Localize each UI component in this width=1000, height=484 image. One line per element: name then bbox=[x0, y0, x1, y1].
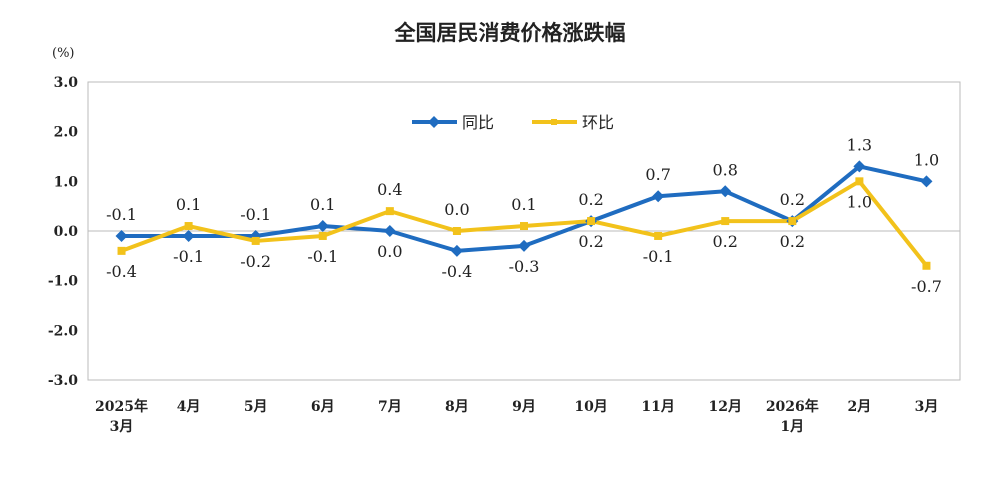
x-tick-label: 2025年 bbox=[95, 398, 148, 415]
data-label: 0.1 bbox=[511, 195, 536, 214]
x-tick-label: 5月 bbox=[244, 399, 268, 415]
data-label: 0.1 bbox=[176, 195, 201, 214]
data-label: 0.1 bbox=[310, 195, 335, 214]
chart-title: 全国居民消费价格涨跌幅 bbox=[394, 20, 626, 45]
legend-square-marker bbox=[551, 119, 557, 125]
x-tick-label: 3月 bbox=[110, 419, 134, 435]
data-label: -0.7 bbox=[911, 277, 942, 296]
data-label: 0.7 bbox=[645, 165, 670, 184]
data-point bbox=[587, 217, 596, 226]
data-label: 1.3 bbox=[847, 135, 872, 154]
data-point bbox=[788, 217, 797, 226]
x-tick-label: 12月 bbox=[708, 399, 741, 415]
data-label: -0.3 bbox=[509, 257, 540, 276]
data-point bbox=[383, 225, 396, 237]
x-tick-label: 7月 bbox=[378, 399, 402, 415]
data-label: 0.2 bbox=[578, 232, 603, 251]
x-tick-label: 8月 bbox=[445, 399, 469, 415]
data-label: 1.0 bbox=[847, 192, 872, 211]
x-tick-label: 10月 bbox=[574, 399, 607, 415]
x-tick-label: 9月 bbox=[512, 399, 536, 415]
data-point bbox=[452, 227, 461, 235]
data-point bbox=[922, 261, 931, 270]
y-tick-label: -3.0 bbox=[48, 373, 78, 389]
data-point bbox=[450, 244, 463, 257]
x-tick-label: 3月 bbox=[915, 399, 939, 415]
y-tick-label: -2.0 bbox=[48, 323, 78, 339]
data-label: 0.2 bbox=[578, 190, 603, 209]
y-tick-label: 3.0 bbox=[54, 75, 79, 91]
data-point bbox=[853, 160, 866, 173]
data-label: -0.4 bbox=[441, 262, 472, 281]
data-label: 0.2 bbox=[780, 190, 805, 209]
data-label: 0.2 bbox=[713, 232, 738, 251]
data-label: -0.1 bbox=[106, 205, 137, 224]
data-label: 0.0 bbox=[444, 200, 469, 219]
data-point bbox=[318, 231, 327, 240]
data-label: -0.1 bbox=[643, 247, 674, 266]
data-label: -0.2 bbox=[240, 252, 271, 271]
legend-label: 环比 bbox=[582, 113, 614, 132]
data-point bbox=[920, 175, 933, 188]
x-tick-label: 4月 bbox=[177, 399, 201, 415]
data-point bbox=[652, 190, 665, 203]
y-tick-label: 2.0 bbox=[54, 125, 79, 141]
legend-diamond-marker bbox=[428, 116, 440, 128]
x-tick-label: 11月 bbox=[641, 399, 674, 415]
data-point bbox=[518, 239, 530, 252]
data-point bbox=[117, 246, 126, 255]
y-tick-label: 1.0 bbox=[54, 174, 79, 190]
x-tick-label: 1月 bbox=[780, 419, 804, 435]
data-point bbox=[719, 185, 732, 198]
data-point bbox=[855, 177, 864, 186]
x-tick-label: 6月 bbox=[311, 399, 335, 415]
data-point bbox=[182, 229, 195, 242]
data-point bbox=[721, 217, 730, 226]
data-point bbox=[520, 222, 528, 231]
data-label: -0.1 bbox=[307, 247, 338, 266]
data-point bbox=[654, 231, 663, 240]
data-label: 0.0 bbox=[377, 242, 402, 261]
data-label: 0.4 bbox=[377, 180, 402, 199]
data-label: 0.8 bbox=[713, 160, 738, 179]
data-label: -0.1 bbox=[240, 205, 271, 224]
data-label: 0.2 bbox=[780, 232, 805, 251]
legend-label: 同比 bbox=[462, 113, 494, 132]
data-point bbox=[316, 220, 329, 233]
y-tick-label: -1.0 bbox=[48, 274, 78, 290]
data-point bbox=[385, 207, 394, 216]
data-point bbox=[115, 229, 128, 242]
data-label: -0.4 bbox=[106, 262, 137, 281]
data-point bbox=[251, 236, 260, 245]
y-tick-label: 0.0 bbox=[54, 224, 79, 240]
x-tick-label: 2月 bbox=[848, 399, 872, 415]
data-label: 1.0 bbox=[914, 150, 939, 169]
data-label: -0.1 bbox=[173, 247, 204, 266]
data-point bbox=[184, 222, 193, 231]
x-tick-label: 2026年 bbox=[766, 398, 819, 415]
y-axis-unit: (%) bbox=[52, 46, 75, 61]
